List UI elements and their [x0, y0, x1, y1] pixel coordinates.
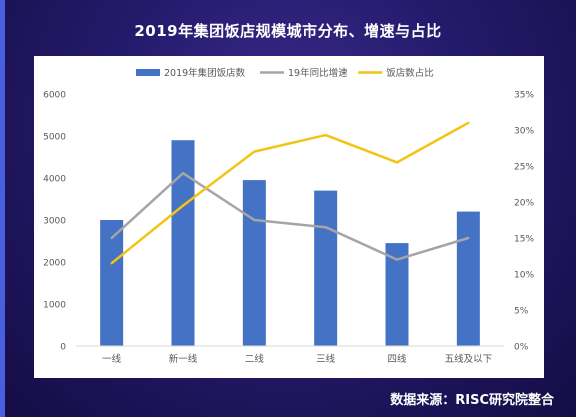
y-right-tick-label: 25%	[514, 163, 534, 173]
x-tick-label: 五线及以下	[445, 353, 493, 365]
x-tick-label: 一线	[102, 353, 122, 365]
bar	[171, 140, 195, 346]
x-tick-label: 新一线	[169, 353, 198, 365]
y-right-tick-label: 30%	[514, 127, 534, 137]
y-right-tick-label: 15%	[514, 235, 534, 245]
bar	[242, 180, 266, 346]
line-point	[110, 262, 113, 265]
line-point	[110, 236, 113, 240]
y-left-tick-label: 6000	[43, 91, 66, 101]
legend-swatch	[136, 69, 160, 76]
combo-chart: 0 1000 2000 3000 4000 5000 6000 0% 5% 10% 15% 20% 25…	[43, 67, 534, 365]
line-point	[181, 172, 185, 175]
line-point	[253, 218, 256, 222]
bar	[314, 190, 338, 346]
line-point	[253, 150, 256, 153]
accent-bar	[0, 0, 5, 417]
line-point	[181, 204, 185, 207]
line-point	[395, 258, 399, 261]
y-left-tick-label: 4000	[43, 175, 66, 185]
y-left-tick-label: 5000	[43, 133, 66, 143]
series-line	[110, 121, 469, 265]
line-point	[324, 226, 327, 229]
y-right-tick-label: 35%	[514, 91, 534, 101]
x-tick-label: 四线	[387, 353, 407, 365]
bar	[456, 211, 480, 346]
line-point	[467, 236, 470, 240]
data-source: 数据来源：RISC研究院整合	[390, 393, 554, 408]
y-left-tick-label: 0	[60, 343, 66, 353]
series-line	[110, 171, 469, 261]
y-left-tick-label: 3000	[43, 217, 66, 227]
y-right-tick-label: 10%	[514, 271, 534, 281]
bar	[100, 220, 124, 346]
legend-label: 2019年集团饭店数	[164, 67, 246, 79]
y-left-tick-label: 1000	[43, 301, 66, 311]
line-point	[324, 133, 327, 137]
y-right-tick-label: 0%	[514, 343, 529, 353]
chart-title: 2019年集团饭店规模城市分布、增速与占比	[134, 22, 442, 40]
chart-panel: 0 1000 2000 3000 4000 5000 6000 0% 5% 10% 15% 20% 25…	[34, 56, 544, 378]
legend-label: 饭店数占比	[386, 67, 434, 79]
line-point	[395, 161, 399, 164]
line-point	[467, 121, 470, 125]
legend-label: 19年同比增速	[288, 67, 348, 79]
x-tick-label: 三线	[316, 353, 336, 365]
y-right-tick-label: 5%	[514, 307, 529, 317]
y-right-tick-label: 20%	[514, 199, 534, 209]
x-tick-label: 二线	[245, 353, 265, 365]
bar	[385, 243, 409, 346]
y-left-tick-label: 2000	[43, 259, 66, 269]
